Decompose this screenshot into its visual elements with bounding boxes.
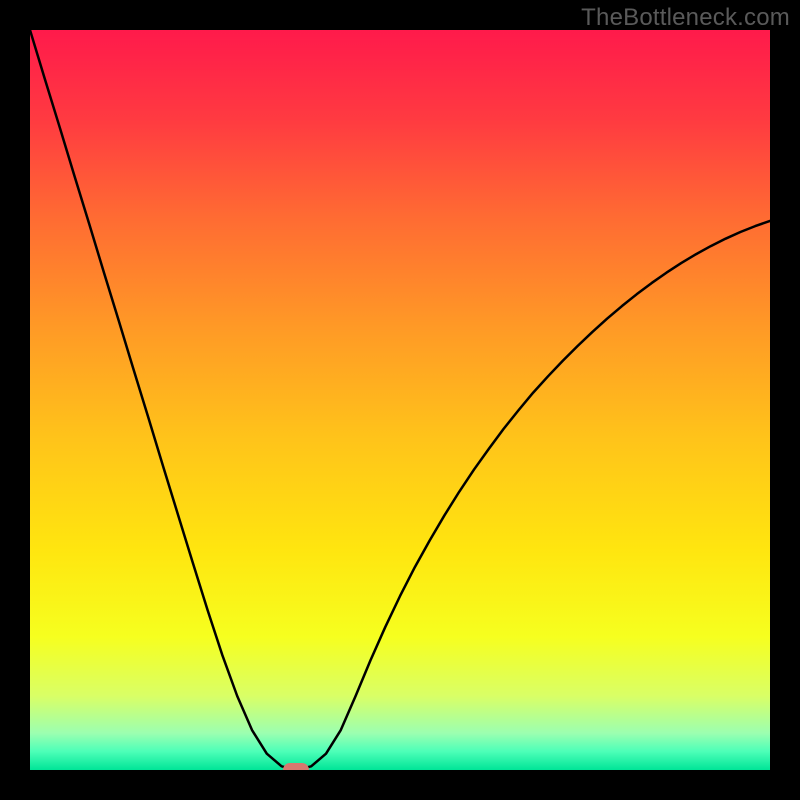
plot-area bbox=[30, 30, 770, 770]
bottleneck-curve bbox=[30, 30, 770, 770]
optimal-point-marker bbox=[283, 763, 309, 770]
watermark-text: TheBottleneck.com bbox=[581, 4, 790, 32]
chart-frame: TheBottleneck.com bbox=[0, 0, 800, 800]
curve-layer bbox=[30, 30, 770, 770]
